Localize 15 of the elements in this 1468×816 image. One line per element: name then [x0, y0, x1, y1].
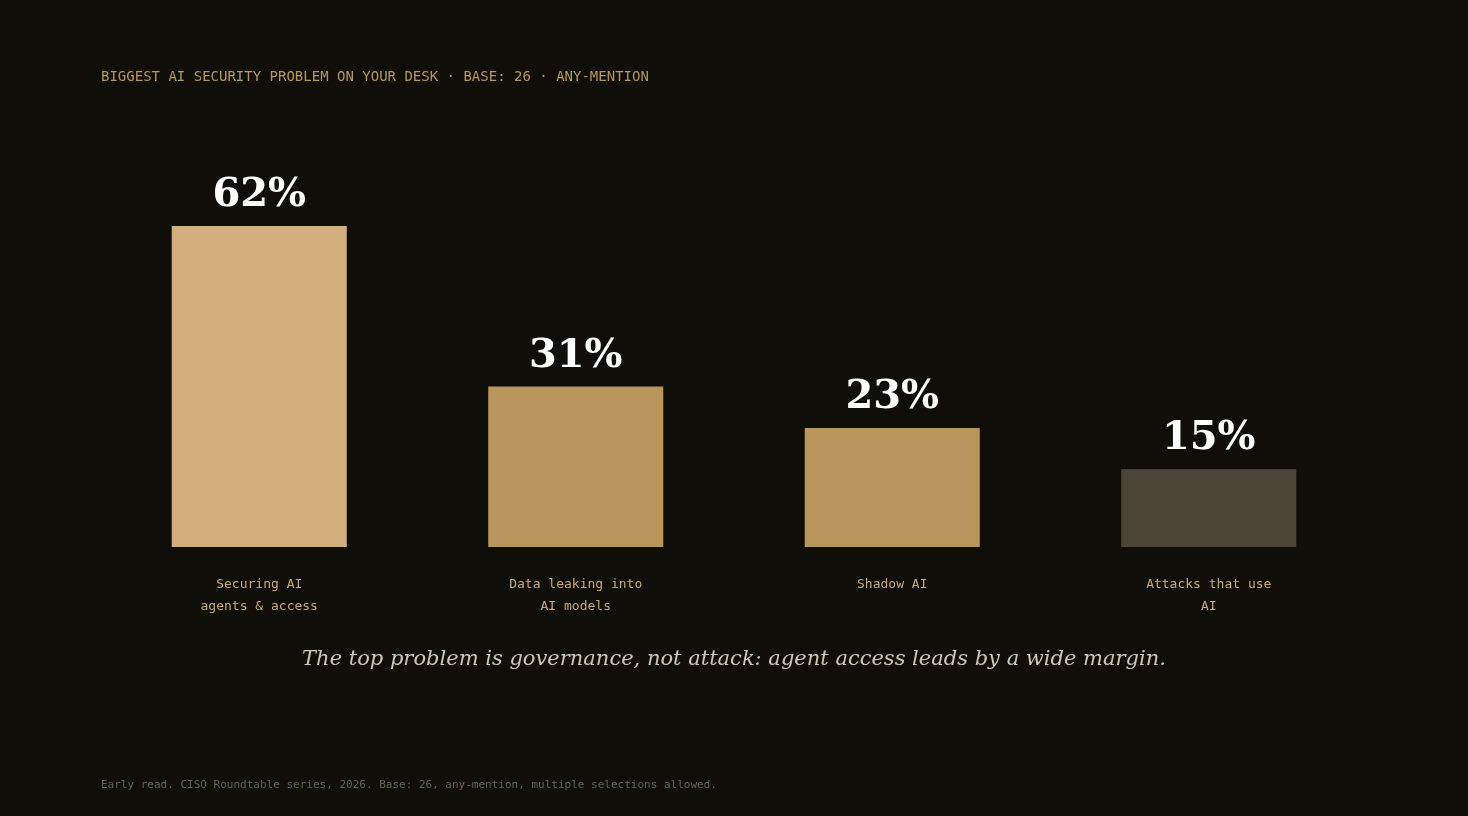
- x-tick-label: Shadow AI: [857, 575, 928, 591]
- chart-title: BIGGEST AI SECURITY PROBLEM ON YOUR DESK · BASE: 26 · ANY-MENTION: [101, 68, 649, 84]
- bar: [488, 386, 664, 547]
- text: Early read. CISO Roundtable series, 2026. Base: 26, any-mention, multiple selections allowed.: [101, 778, 717, 791]
- bar: [1121, 469, 1297, 547]
- data-label: 15%: [1161, 411, 1256, 459]
- data-label: 31%: [528, 328, 623, 376]
- x-tick-label: Securing AI agents & access: [200, 575, 318, 613]
- bar: [171, 226, 347, 547]
- x-tick-label: Data leaking into AI models: [509, 575, 643, 613]
- x-tick-label: Attacks that use AI: [1146, 575, 1272, 613]
- data-label: 23%: [845, 369, 940, 417]
- bar: [804, 427, 980, 547]
- text: The top problem is governance, not attack: agent access leads by a wide margin.: [302, 646, 1166, 670]
- data-label: 62%: [212, 168, 307, 215]
